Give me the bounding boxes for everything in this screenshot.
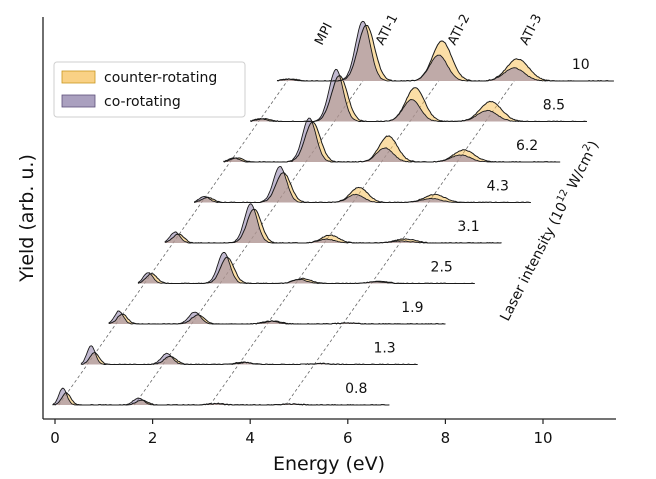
legend-label-co-rotating: co-rotating bbox=[104, 94, 181, 110]
x-tick-label: 8 bbox=[441, 429, 451, 447]
x-tick-label: 6 bbox=[343, 429, 353, 447]
co-rotating-line bbox=[193, 166, 531, 203]
spectrum-trace bbox=[164, 203, 502, 244]
co-rotating-area bbox=[194, 166, 531, 203]
spectrum-trace bbox=[108, 310, 446, 325]
intensity-label: 8.5 bbox=[543, 98, 565, 114]
peak-label-ati-3: ATI-3 bbox=[517, 12, 545, 48]
co-rotating-area bbox=[80, 345, 418, 365]
legend-frame bbox=[53, 61, 246, 118]
intensity-label: 1.3 bbox=[373, 341, 395, 357]
co-rotating-line bbox=[52, 387, 390, 406]
intensity-label: 2.5 bbox=[431, 260, 453, 276]
counter-rotating-line bbox=[52, 392, 390, 406]
peak-label-ati-1: ATI-1 bbox=[373, 12, 401, 48]
counter-rotating-area bbox=[164, 209, 502, 243]
legend-swatch-co-rotating bbox=[61, 94, 96, 108]
spectrum-trace bbox=[80, 345, 418, 366]
counter-rotating-area bbox=[52, 392, 390, 405]
x-axis-ticks: 0 2 4 6 8 10 bbox=[50, 419, 553, 447]
peak-label-ati-2: ATI-2 bbox=[445, 12, 473, 48]
spectrum-trace bbox=[250, 68, 587, 123]
peak-label-mpi: MPI bbox=[312, 21, 336, 48]
intensity-axis-title: Laser intensity (1012 W/cm2) bbox=[496, 138, 603, 324]
spectrum-trace bbox=[137, 252, 475, 285]
co-rotating-line bbox=[80, 345, 418, 365]
counter-rotating-line bbox=[137, 256, 475, 285]
intensity-label: 0.8 bbox=[345, 381, 367, 397]
spectrum-trace bbox=[193, 166, 531, 204]
intensity-label: 10 bbox=[572, 57, 590, 73]
intensity-labels: 0.8 1.3 1.9 2.5 3.1 4.3 6.2 8.5 10 bbox=[345, 57, 590, 397]
x-axis-title: Energy (eV) bbox=[273, 453, 385, 475]
x-tick-label: 2 bbox=[148, 429, 158, 447]
x-tick-label: 10 bbox=[533, 429, 552, 447]
co-rotating-area bbox=[52, 388, 390, 405]
legend-swatch-counter-rotating bbox=[61, 70, 96, 84]
x-tick-label: 0 bbox=[50, 429, 60, 447]
spectrum-trace bbox=[276, 20, 614, 82]
intensity-label: 3.1 bbox=[457, 219, 479, 235]
legend: counter-rotating co-rotating bbox=[53, 61, 246, 118]
intensity-label: 1.9 bbox=[401, 300, 423, 316]
intensity-label: 6.2 bbox=[516, 138, 538, 154]
co-rotating-area bbox=[108, 311, 446, 324]
legend-label-counter-rotating: counter-rotating bbox=[104, 70, 217, 86]
intensity-label: 4.3 bbox=[487, 179, 509, 195]
co-rotating-line bbox=[108, 310, 446, 325]
peak-labels: MPI ATI-1 ATI-2 ATI-3 bbox=[312, 12, 545, 48]
spectrum-trace bbox=[52, 387, 390, 406]
co-rotating-area bbox=[250, 69, 587, 122]
spectrum-trace bbox=[223, 117, 561, 163]
co-rotating-line bbox=[276, 20, 614, 82]
co-rotating-area bbox=[164, 203, 502, 243]
co-rotating-line bbox=[137, 252, 475, 284]
co-rotating-line bbox=[223, 117, 561, 163]
co-rotating-line bbox=[250, 68, 587, 122]
y-axis-title: Yield (arb. u.) bbox=[16, 154, 38, 283]
co-rotating-line bbox=[164, 203, 502, 244]
spectra-traces bbox=[52, 20, 614, 406]
x-tick-label: 4 bbox=[245, 429, 255, 447]
counter-rotating-line bbox=[80, 351, 418, 366]
co-rotating-area bbox=[138, 252, 475, 284]
